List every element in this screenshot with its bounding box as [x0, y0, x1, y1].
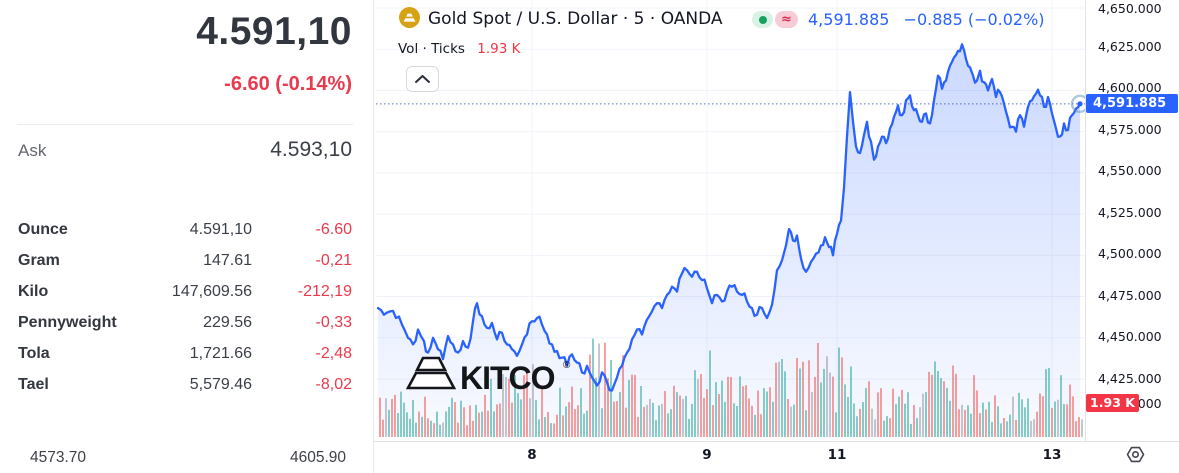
spot-change: -6.60 (-0.14%) — [224, 73, 352, 95]
volume-value-label: 1.93 K — [1086, 394, 1139, 412]
last-point-dot — [1077, 101, 1083, 107]
collapse-legend-button[interactable] — [406, 66, 439, 92]
kitco-registered-mark: ® — [563, 360, 571, 371]
unit-value: 147.61 — [203, 251, 252, 269]
x-axis-tick-label: 11 — [827, 447, 847, 463]
divider — [17, 124, 353, 125]
table-row: Tael 5,579.46 -8,02 — [18, 369, 352, 400]
chart-symbol-title[interactable]: Gold Spot / U.S. Dollar · 5 · OANDA — [428, 9, 723, 29]
kitco-logo: KITCO ® — [406, 356, 571, 396]
y-axis-tick-label: 4,450.000 — [1098, 329, 1162, 344]
panel-separator — [373, 0, 374, 473]
chart-change: −0.885 (−0.02%) — [903, 10, 1045, 29]
ask-value: 4.593,10 — [270, 138, 352, 161]
price-summary-panel: 4.591,10 -6.60 (-0.14%) Ask 4.593,10 Oun… — [0, 0, 374, 473]
y-axis-tick-label: 4,575.000 — [1098, 122, 1162, 137]
x-axis-tick-label: 13 — [1042, 447, 1062, 463]
unit-value: 229.56 — [203, 313, 252, 331]
last-point-ring — [1070, 94, 1085, 114]
y-axis-tick-label: 4,625.000 — [1098, 39, 1162, 54]
price-line — [376, 43, 1082, 392]
unit-change: -0,33 — [315, 313, 352, 331]
volume-bars — [379, 338, 1083, 437]
y-axis-tick-label: 4,550.000 — [1098, 163, 1162, 178]
table-row: Gram 147.61 -0,21 — [18, 245, 352, 276]
delayed-data-pill[interactable]: ≈ — [775, 11, 798, 28]
unit-price-table: Ounce 4.591,10 -6.60 Gram 147.61 -0,21 K… — [18, 214, 352, 400]
market-status-pill[interactable] — [752, 11, 773, 28]
unit-value: 4.591,10 — [189, 220, 252, 238]
table-row: Pennyweight 229.56 -0,33 — [18, 307, 352, 338]
price-axis[interactable]: 4,650.000 4,625.000 4,600.000 4,575.000 4,55… — [1086, 0, 1179, 441]
area-fill — [378, 44, 1080, 438]
unit-change: -2,48 — [315, 344, 352, 362]
spot-price: 4.591,10 — [196, 10, 352, 53]
range-low: 4573.70 — [30, 449, 87, 466]
price-axis-border — [1085, 0, 1086, 441]
kitco-logo-text: KITCO — [460, 360, 555, 396]
table-row: Tola 1,721.66 -2,48 — [18, 338, 352, 369]
unit-change: -6.60 — [315, 220, 352, 238]
time-axis-border — [374, 441, 1179, 442]
market-open-dot-icon — [758, 15, 767, 24]
unit-change: -0,21 — [315, 251, 352, 269]
x-axis-tick-label: 8 — [527, 447, 537, 463]
y-axis-tick-label: 4,600.000 — [1098, 80, 1162, 95]
table-row: Kilo 147,609.56 -212,19 — [18, 276, 352, 307]
y-axis-tick-label: 4,475.000 — [1098, 288, 1162, 303]
chevron-up-icon — [415, 75, 430, 83]
unit-value: 5,579.46 — [189, 375, 252, 393]
table-row: Ounce 4.591,10 -6.60 — [18, 214, 352, 245]
unit-label: Kilo — [18, 282, 49, 300]
volume-legend[interactable]: Vol · Ticks 1.93 K — [398, 41, 520, 57]
unit-label: Tola — [18, 344, 50, 362]
range-high: 4605.90 — [289, 449, 346, 466]
unit-value: 1,721.66 — [189, 344, 252, 362]
tradingview-chart-panel: Gold Spot / U.S. Dollar · 5 · OANDA ≈ 4,… — [374, 0, 1179, 473]
unit-value: 147,609.56 — [171, 282, 252, 300]
price-chart-svg[interactable] — [374, 0, 1085, 441]
unit-label: Tael — [18, 375, 49, 393]
x-axis-tick-label: 9 — [702, 447, 712, 463]
volume-legend-value: 1.93 K — [477, 41, 521, 57]
ask-row: Ask 4.593,10 — [18, 138, 352, 164]
unit-label: Ounce — [18, 220, 68, 238]
unit-label: Pennyweight — [18, 313, 117, 331]
y-axis-tick-label: 4,425.000 — [1098, 371, 1162, 386]
y-axis-tick-label: 4,525.000 — [1098, 205, 1162, 220]
y-axis-tick-label: 4,650.000 — [1098, 1, 1162, 16]
last-price-label: 4,591.885 — [1086, 94, 1178, 113]
ask-label: Ask — [18, 141, 47, 160]
scales-settings-icon[interactable] — [1126, 445, 1145, 464]
y-axis-tick-label: 4,500.000 — [1098, 246, 1162, 261]
unit-change: -8,02 — [315, 375, 352, 393]
gold-symbol-icon — [399, 7, 420, 28]
unit-label: Gram — [18, 251, 60, 269]
chart-last-price: 4,591.885 — [808, 10, 890, 29]
unit-change: -212,19 — [297, 282, 352, 300]
chart-quote: 4,591.885 −0.885 (−0.02%) — [808, 10, 1045, 29]
approx-icon: ≈ — [781, 12, 792, 27]
volume-legend-label: Vol · Ticks — [398, 41, 465, 57]
time-axis[interactable]: 8 9 11 13 — [374, 442, 1179, 473]
